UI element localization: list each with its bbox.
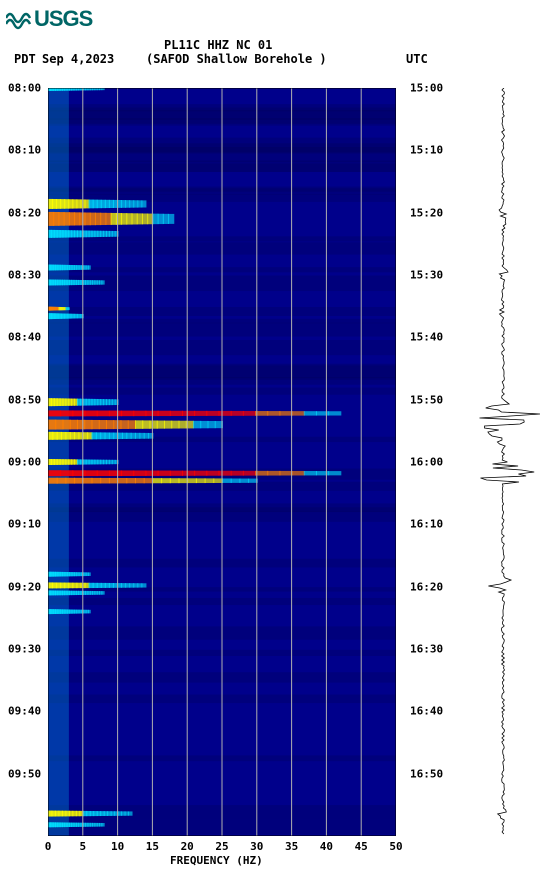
ytick-right: 16:20 [410, 580, 443, 593]
ytick-right: 15:40 [410, 331, 443, 344]
ytick-left: 09:30 [8, 643, 41, 656]
waveform-panel [458, 88, 548, 836]
xtick: 40 [320, 840, 333, 853]
ytick-right: 16:10 [410, 518, 443, 531]
ytick-left: 09:40 [8, 705, 41, 718]
xlabel: FREQUENCY (HZ) [170, 854, 263, 867]
ytick-right: 16:00 [410, 456, 443, 469]
xtick: 20 [181, 840, 194, 853]
waveform-canvas [458, 88, 548, 836]
station-name: (SAFOD Shallow Borehole ) [146, 52, 327, 66]
ytick-right: 15:20 [410, 206, 443, 219]
ytick-left: 09:50 [8, 767, 41, 780]
usgs-logo: USGS [6, 6, 92, 32]
logo-text: USGS [34, 6, 92, 31]
ytick-left: 08:10 [8, 144, 41, 157]
ytick-right: 15:30 [410, 269, 443, 282]
xtick: 25 [215, 840, 228, 853]
xtick: 45 [355, 840, 368, 853]
ytick-right: 16:30 [410, 643, 443, 656]
xtick: 50 [389, 840, 402, 853]
ytick-left: 09:00 [8, 456, 41, 469]
ytick-right: 16:50 [410, 767, 443, 780]
ytick-left: 08:00 [8, 82, 41, 95]
ytick-left: 09:10 [8, 518, 41, 531]
xtick: 35 [285, 840, 298, 853]
ytick-left: 08:40 [8, 331, 41, 344]
ytick-right: 15:50 [410, 393, 443, 406]
ytick-right: 15:10 [410, 144, 443, 157]
ytick-right: 15:00 [410, 82, 443, 95]
xtick: 10 [111, 840, 124, 853]
ytick-left: 08:30 [8, 269, 41, 282]
station-code: PL11C HHZ NC 01 [164, 38, 272, 52]
xtick: 0 [45, 840, 52, 853]
utc-label: UTC [406, 52, 428, 66]
ytick-left: 08:50 [8, 393, 41, 406]
xtick: 5 [79, 840, 86, 853]
ytick-right: 16:40 [410, 705, 443, 718]
xtick: 30 [250, 840, 263, 853]
ytick-left: 08:20 [8, 206, 41, 219]
xtick: 15 [146, 840, 159, 853]
pdt-label: PDT [14, 52, 36, 66]
wave-icon [6, 10, 34, 30]
spectrogram-canvas [48, 88, 396, 836]
date-label: Sep 4,2023 [42, 52, 114, 66]
ytick-left: 09:20 [8, 580, 41, 593]
spectrogram-plot [48, 88, 396, 836]
